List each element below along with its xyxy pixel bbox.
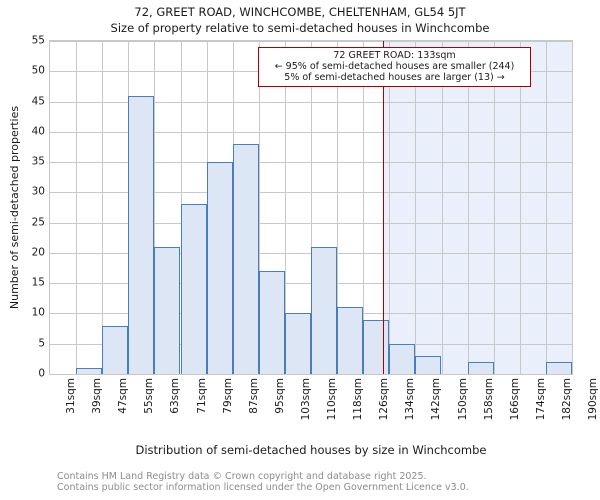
gridline-vertical [154, 41, 156, 374]
plot-area [49, 40, 573, 375]
property-annotation-box: 72 GREET ROAD: 133sqm ← 95% of semi-deta… [258, 47, 531, 87]
histogram-bar [154, 246, 181, 374]
gridline-vertical [337, 41, 339, 374]
y-axis-tick-label: 55 [31, 34, 45, 47]
x-axis-tick-label: 47sqm [117, 378, 130, 414]
gridline-vertical [519, 41, 521, 374]
gridline-vertical [467, 41, 469, 374]
histogram-bar [102, 325, 129, 374]
histogram-bar [545, 361, 572, 374]
x-axis-tick-label: 126sqm [378, 378, 391, 421]
chart-title: 72, GREET ROAD, WINCHCOMBE, CHELTENHAM, … [134, 5, 466, 19]
footer-line-1: Contains HM Land Registry data © Crown c… [57, 471, 427, 482]
chart-title-block: 72, GREET ROAD, WINCHCOMBE, CHELTENHAM, … [0, 4, 600, 36]
gridline-vertical [102, 41, 104, 374]
histogram-bar [180, 204, 207, 374]
annotation-line-smaller: ← 95% of semi-detached houses are smalle… [274, 61, 515, 72]
x-axis-tick-label: 118sqm [352, 378, 365, 421]
histogram-bar [128, 95, 155, 374]
histogram-bar [337, 307, 364, 374]
histogram-bar [284, 313, 311, 374]
histogram-bar [311, 246, 338, 374]
y-axis-tick-labels: 0 5 10 15 20 25 30 35 40 45 50 55 [0, 35, 45, 379]
x-axis-tick-label: 79sqm [221, 378, 234, 414]
x-axis-tick-label: 39sqm [91, 378, 104, 414]
y-axis-tick-label: 5 [38, 337, 45, 350]
histogram-bar [258, 271, 285, 374]
x-axis-tick-label: 142sqm [430, 378, 443, 421]
y-axis-tick-label: 35 [31, 155, 45, 168]
y-axis-tick-label: 40 [31, 125, 45, 138]
x-axis-tick-label: 166sqm [508, 378, 521, 421]
x-axis-title: Distribution of semi-detached houses by … [135, 443, 487, 457]
chart-subtitle: Size of property relative to semi-detach… [110, 21, 490, 35]
gridline-vertical [441, 41, 443, 374]
y-axis-tick-label: 50 [31, 64, 45, 77]
footer-attribution: Contains HM Land Registry data © Crown c… [57, 471, 577, 493]
annotation-line-title: 72 GREET ROAD: 133sqm [333, 50, 456, 61]
y-axis-tick-label: 25 [31, 216, 45, 229]
x-axis-tick-label: 31sqm [65, 378, 78, 414]
x-axis-tick-labels: 31sqm 39sqm 47sqm 55sqm 63sqm 71sqm 79sqm 87sqm… [49, 375, 599, 423]
histogram-bar [232, 143, 259, 374]
subject-property-marker-line [382, 41, 385, 374]
histogram-bar [389, 343, 416, 374]
histogram-bar [467, 361, 494, 374]
y-axis-tick-label: 30 [31, 185, 45, 198]
gridline-vertical [363, 41, 365, 374]
gridline-vertical [284, 41, 286, 374]
x-axis-tick-label: 87sqm [247, 378, 260, 414]
x-axis-tick-label: 55sqm [143, 378, 156, 414]
x-axis-tick-label: 190sqm [587, 378, 600, 421]
x-axis-tick-label: 110sqm [326, 378, 339, 421]
y-axis-tick-label: 20 [31, 246, 45, 259]
x-axis-tick-label: 95sqm [273, 378, 286, 414]
gridline-vertical [389, 41, 391, 374]
larger-range-highlight-band [382, 41, 572, 374]
x-axis-tick-label: 63sqm [169, 378, 182, 414]
annotation-line-larger: 5% of semi-detached houses are larger (1… [284, 72, 505, 83]
x-axis-tick-label: 158sqm [482, 378, 495, 421]
gridline-vertical [415, 41, 417, 374]
x-axis-tick-label: 71sqm [195, 378, 208, 414]
y-axis-tick-label: 45 [31, 95, 45, 108]
y-axis-tick-label: 15 [31, 276, 45, 289]
x-axis-tick-label: 182sqm [560, 378, 573, 421]
gridline-vertical [493, 41, 495, 374]
y-axis-tick-label: 10 [31, 306, 45, 319]
histogram-bar [76, 367, 103, 374]
histogram-bar [415, 355, 442, 374]
gridline-vertical [258, 41, 260, 374]
x-axis-tick-label: 174sqm [534, 378, 547, 421]
x-axis-tick-label: 103sqm [299, 378, 312, 421]
footer-line-2: Contains public sector information licen… [57, 482, 469, 493]
x-axis-tick-label: 134sqm [404, 378, 417, 421]
gridline-vertical [76, 41, 78, 374]
histogram-bar [363, 319, 390, 374]
gridline-vertical [545, 41, 547, 374]
gridline-vertical [311, 41, 312, 374]
histogram-bar [206, 162, 233, 374]
y-axis-tick-label: 0 [38, 367, 45, 380]
x-axis-tick-label: 150sqm [456, 378, 469, 421]
